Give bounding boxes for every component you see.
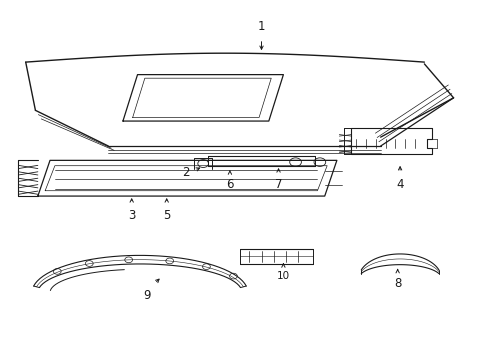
Text: 6: 6 bbox=[226, 178, 233, 191]
Text: 3: 3 bbox=[128, 208, 135, 221]
Text: 4: 4 bbox=[396, 178, 403, 191]
Text: 10: 10 bbox=[276, 271, 289, 282]
Text: 2: 2 bbox=[182, 166, 189, 179]
Text: 7: 7 bbox=[274, 178, 282, 191]
Text: 5: 5 bbox=[163, 208, 170, 221]
Text: 1: 1 bbox=[257, 20, 264, 33]
Text: 9: 9 bbox=[143, 289, 151, 302]
Text: 8: 8 bbox=[393, 277, 401, 290]
